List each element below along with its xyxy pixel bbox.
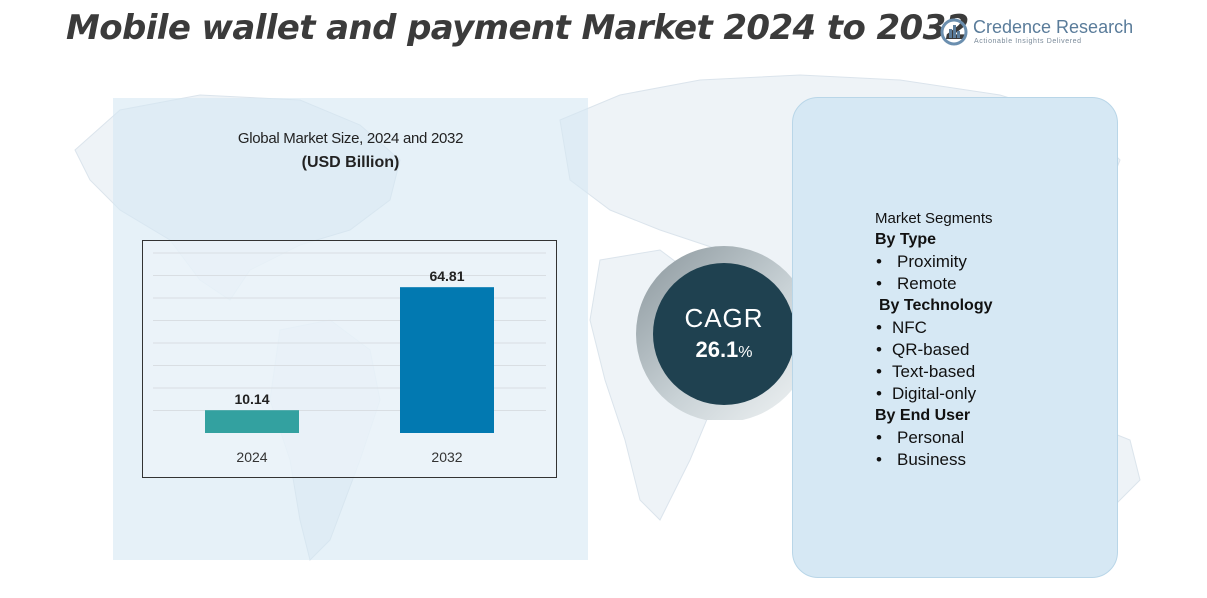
segment-item: • Personal	[875, 427, 993, 449]
cagr-badge: CAGR 26.1%	[653, 263, 795, 405]
cagr-value: 26.1%	[653, 337, 795, 363]
bar-2024	[205, 410, 299, 433]
bar-chart-canvas: 10.14 2024 64.81 2032	[153, 252, 546, 465]
bullet-icon: •	[876, 252, 882, 271]
segment-item: • Text-based	[875, 361, 993, 383]
x-tick-label-2024: 2024	[236, 449, 267, 465]
brand-name: Credence Research	[973, 17, 1134, 37]
segment-category: By Type	[875, 231, 937, 248]
x-tick-label-2032: 2032	[431, 449, 462, 465]
segment-item: • NFC	[875, 317, 993, 339]
segment-item: • Business	[875, 449, 993, 471]
data-label-2024: 10.14	[234, 391, 269, 407]
bar-2032	[400, 287, 494, 433]
segment-item-label: Remote	[897, 274, 957, 293]
segment-item-label: Digital-only	[892, 384, 977, 403]
segment-item-label: QR-based	[892, 340, 970, 359]
segments-title: Market Segments	[875, 210, 993, 227]
chart-unit-heading: (USD Billion)	[301, 154, 400, 171]
bullet-icon: •	[876, 362, 882, 381]
bullet-icon: •	[876, 318, 882, 337]
chart-heading: Global Market Size, 2024 and 2032	[237, 130, 464, 147]
segment-item-label: Business	[897, 450, 966, 469]
segment-item: • Digital-only	[875, 383, 993, 405]
segment-item-label: Personal	[897, 428, 965, 447]
segments-list: Market Segments By Type • Proximity • Remote…	[875, 209, 993, 471]
brand-logo: Credence Research Actionable Insights De…	[940, 16, 1133, 50]
segment-item-label: NFC	[892, 318, 927, 337]
cagr-number: 26.1	[695, 337, 739, 362]
bullet-icon: •	[876, 274, 882, 293]
bullet-icon: •	[876, 384, 882, 403]
bullet-icon: •	[876, 340, 882, 359]
market-segments-panel: Market Segments By Type • Proximity • Remote…	[792, 97, 1118, 578]
segment-item-label: Proximity	[897, 252, 967, 271]
segment-category: By Technology	[879, 297, 993, 314]
brand-logo-icon	[940, 18, 968, 46]
cagr-label: CAGR	[684, 303, 764, 333]
segment-item: • Remote	[875, 273, 993, 295]
bar-chart: 10.14 2024 64.81 2032	[142, 240, 557, 478]
segment-item-label: Text-based	[892, 362, 976, 381]
brand-tagline: Actionable Insights Delivered	[974, 38, 1082, 45]
bullet-icon: •	[876, 450, 882, 469]
data-label-2032: 64.81	[429, 268, 464, 284]
page-title: Mobile wallet and payment Market 2024 to…	[66, 8, 969, 48]
market-size-panel: Global Market Size, 2024 and 2032 (USD B…	[113, 98, 588, 560]
segment-category: By End User	[875, 407, 971, 424]
segment-item: • Proximity	[875, 251, 993, 273]
cagr-unit: %	[738, 344, 753, 361]
bullet-icon: •	[876, 428, 882, 447]
segment-item: • QR-based	[875, 339, 993, 361]
